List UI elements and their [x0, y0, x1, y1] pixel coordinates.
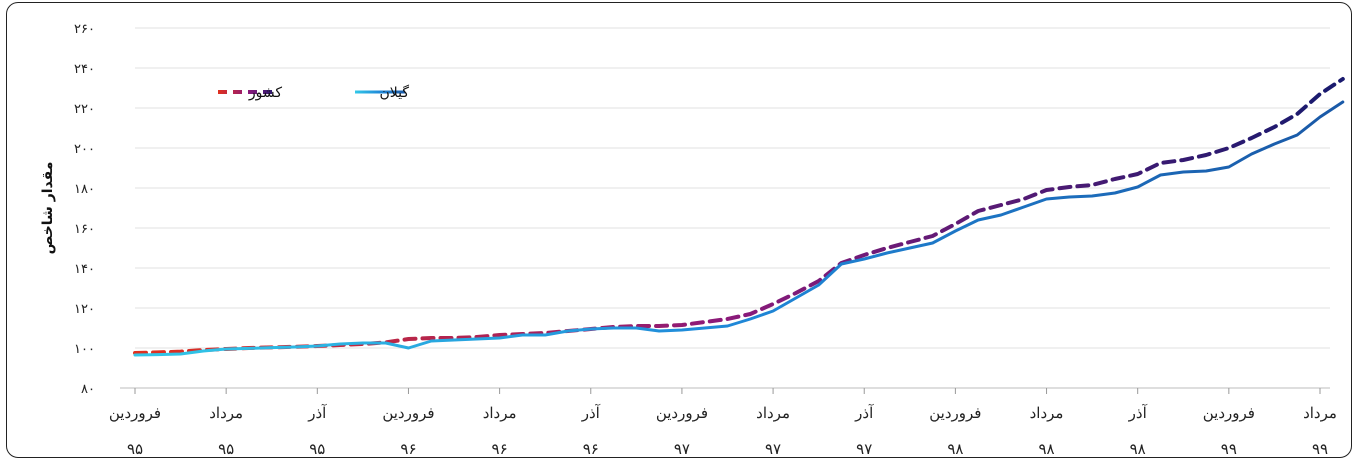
- x-tick-month: آذر: [854, 404, 874, 422]
- x-tick-month: فروردین: [1203, 404, 1255, 422]
- x-tick-month: مرداد: [483, 404, 517, 422]
- x-tick-month: فروردین: [929, 404, 981, 422]
- x-tick-year: ۹۷: [674, 440, 690, 458]
- x-tick-year: ۹۸: [1038, 440, 1054, 458]
- x-tick-month: مرداد: [1303, 404, 1337, 422]
- legend-label-national: کشور: [248, 85, 282, 101]
- x-tick-month: آذر: [307, 404, 327, 422]
- x-tick-year: ۹۹: [1221, 440, 1237, 458]
- y-tick-label: ۲۰۰: [74, 142, 95, 157]
- x-tick-month: آذر: [1128, 404, 1148, 422]
- y-axis-ticks: ۸۰ ۱۰۰ ۱۲۰ ۱۴۰ ۱۶۰ ۱۸۰ ۲۰۰ ۲۲۰ ۲۴۰ ۲۶۰: [74, 22, 95, 397]
- x-tick-month: فروردین: [382, 404, 434, 422]
- x-tick-year: ۹۵: [127, 440, 143, 458]
- legend-item-national: کشور: [218, 85, 282, 101]
- x-tick-month: مرداد: [756, 404, 790, 422]
- x-tick-year: ۹۸: [947, 440, 963, 458]
- y-tick-label: ۱۸۰: [74, 182, 95, 197]
- series-line-gilan: [133, 100, 1345, 357]
- y-tick-label: ۱۲۰: [74, 302, 95, 317]
- x-tick-month: مرداد: [209, 404, 243, 422]
- x-tick-year: ۹۷: [856, 440, 872, 458]
- x-tick-year: ۹۵: [218, 440, 234, 458]
- x-tick-month: فروردین: [109, 404, 161, 422]
- x-tick-year: ۹۹: [1312, 440, 1328, 458]
- x-tick-year: ۹۶: [583, 440, 599, 458]
- y-axis-label: مقدار شاخص: [40, 162, 56, 255]
- gridlines: [135, 27, 1330, 349]
- y-tick-label: ۲۶۰: [74, 22, 95, 37]
- y-tick-label: ۱۴۰: [74, 262, 95, 277]
- chart-frame: [6, 2, 1352, 458]
- x-tick-year: ۹۶: [400, 440, 416, 458]
- legend: کشور گیلان: [218, 84, 409, 101]
- y-tick-label: ۲۴۰: [74, 62, 95, 77]
- x-tick-month: مرداد: [1030, 404, 1064, 422]
- legend-label-gilan: گیلان: [379, 84, 409, 101]
- y-tick-label: ۱۰۰: [74, 342, 95, 357]
- y-tick-label: ۲۲۰: [74, 102, 95, 117]
- y-tick-label: ۸۰: [81, 382, 95, 397]
- series-line-national: [133, 77, 1345, 355]
- x-tick-year: ۹۶: [492, 440, 508, 458]
- x-tick-year: ۹۸: [1130, 440, 1146, 458]
- y-tick-label: ۱۶۰: [74, 222, 95, 237]
- x-tick-year: ۹۵: [309, 440, 325, 458]
- x-tick-month: آذر: [581, 404, 601, 422]
- series-lines: [133, 77, 1345, 357]
- x-tick-year: ۹۷: [765, 440, 781, 458]
- legend-item-gilan: گیلان: [355, 84, 409, 101]
- x-axis-ticks: فروردین ۹۵ مرداد ۹۵ آذر ۹۵ فروردین ۹۶ مرداد ۹۶ آذر…: [109, 388, 1337, 458]
- x-tick-month: فروردین: [656, 404, 708, 422]
